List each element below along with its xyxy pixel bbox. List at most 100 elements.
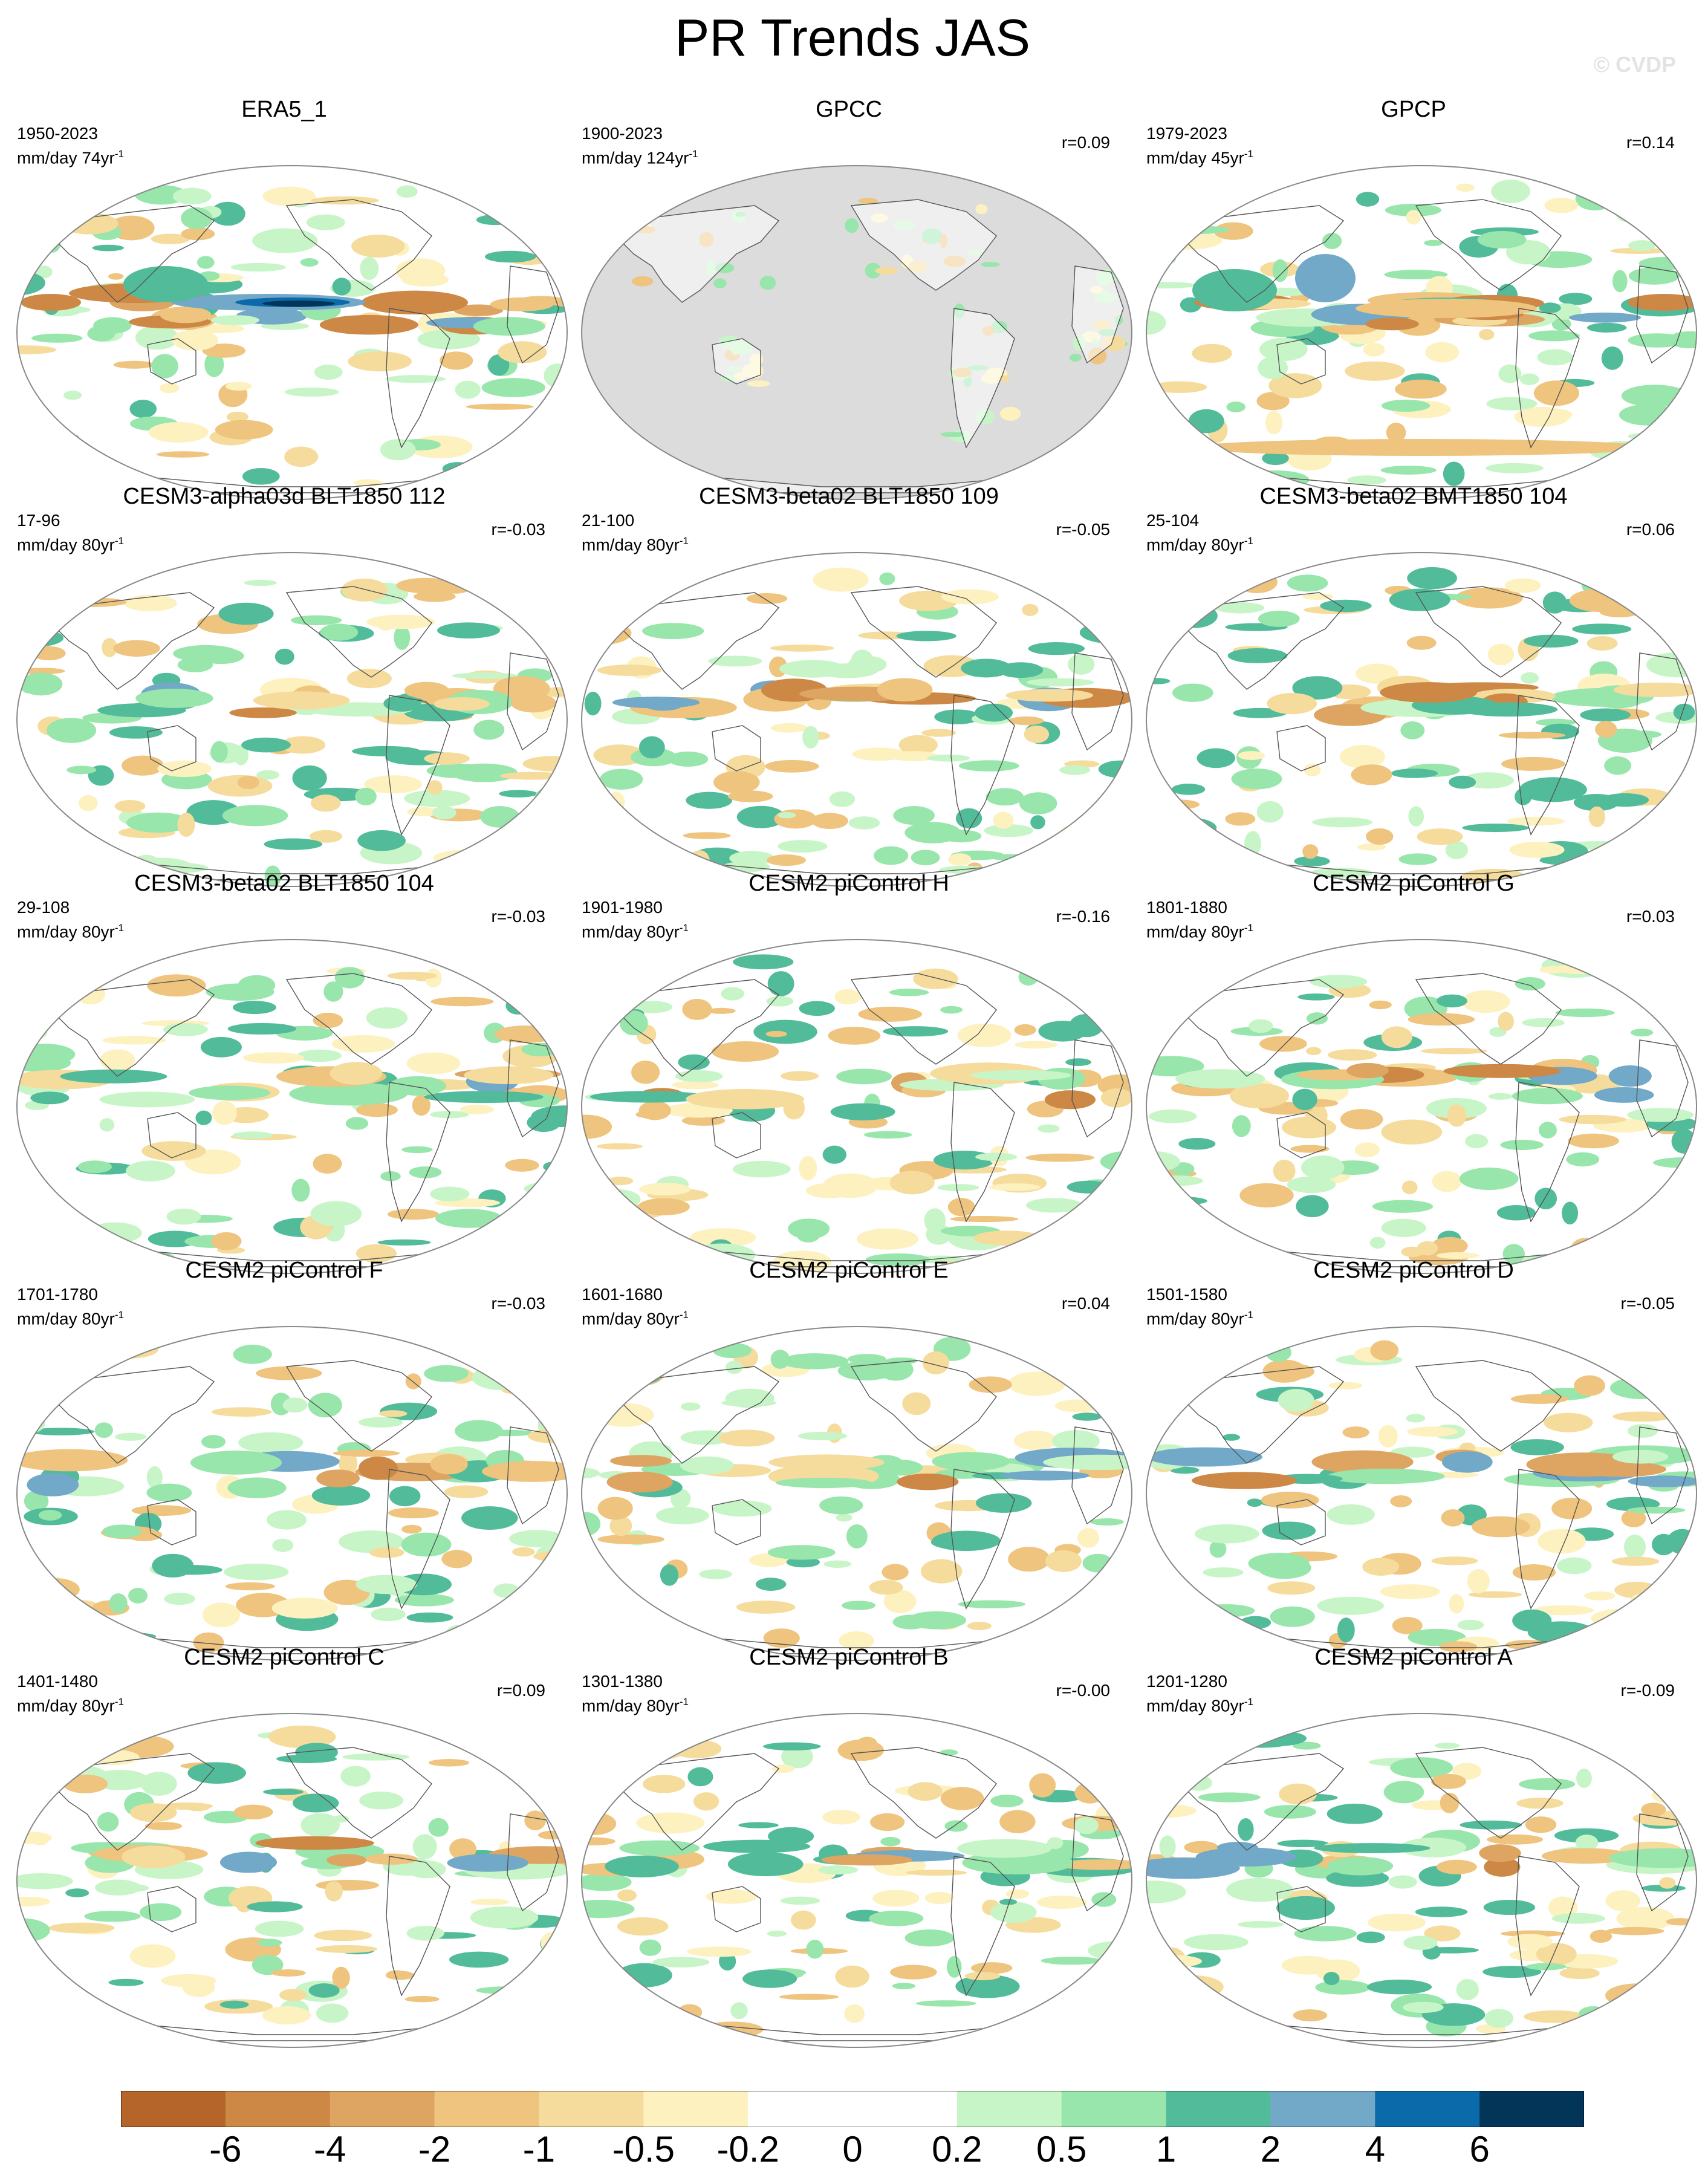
trend-patch <box>1096 2014 1132 2027</box>
coastline <box>50 205 215 303</box>
trend-patch <box>113 640 160 657</box>
trend-patch <box>449 1951 509 1968</box>
trend-patch <box>1627 1108 1694 1122</box>
trend-patch <box>1601 346 1623 370</box>
trend-patch <box>424 752 470 765</box>
panel-years: 29-108 <box>17 898 70 917</box>
trend-patch <box>896 631 956 642</box>
trend-patch <box>1663 445 1681 469</box>
trend-patch <box>836 1068 892 1085</box>
trend-patch <box>469 1625 503 1647</box>
trend-patch <box>1683 198 1697 221</box>
trend-patch <box>412 1834 437 1859</box>
trend-patch <box>451 1237 502 1257</box>
colorbar-swatch <box>434 2091 539 2127</box>
colorbar-tick-label: -1 <box>522 2129 556 2169</box>
trend-patch <box>765 759 819 773</box>
trend-patch <box>1654 217 1697 239</box>
trend-patch <box>227 1477 287 1498</box>
trend-patch <box>1175 1069 1265 1089</box>
colorbar-swatch <box>1270 2091 1375 2127</box>
trend-patch <box>605 1855 679 1877</box>
coastline <box>712 338 761 385</box>
trend-patch <box>1084 1617 1132 1630</box>
trend-patch <box>957 1023 1012 1047</box>
trend-patch <box>964 1972 1001 1981</box>
trend-patch <box>975 703 1013 722</box>
trend-patch <box>955 1974 1020 1998</box>
trend-patch <box>1432 1171 1462 1192</box>
trend-patch <box>1214 458 1247 479</box>
trend-patch <box>582 1559 608 1582</box>
trend-patch <box>975 204 988 215</box>
trend-patch <box>262 2006 311 2025</box>
trend-patch <box>524 1810 547 1830</box>
trend-patch <box>1044 1090 1096 1110</box>
trend-patch <box>63 391 82 400</box>
trend-patch <box>1520 672 1539 684</box>
trend-patch <box>1441 1451 1493 1473</box>
trend-patch <box>639 1939 661 1956</box>
trend-patch <box>1439 1641 1478 1653</box>
trend-patch <box>545 980 565 996</box>
map-panel: CESM2 piControl C 1401-1480 mm/day 80yr-1 r… <box>6 1645 568 2048</box>
trend-patch <box>1386 422 1406 443</box>
trend-patch <box>799 1155 817 1181</box>
trend-patch <box>316 1469 360 1487</box>
coastline <box>950 1082 1015 1223</box>
trend-patch <box>108 273 124 280</box>
trend-patch <box>922 1351 949 1375</box>
trend-patch <box>561 1955 567 1977</box>
coastline <box>1636 1426 1689 1525</box>
trend-patch <box>608 791 625 813</box>
trend-patch <box>280 736 326 754</box>
trend-patch <box>687 1767 713 1787</box>
trend-patch <box>21 294 81 311</box>
trend-patch <box>693 1792 719 1811</box>
trend-patch <box>1315 1980 1371 1995</box>
trend-patch <box>313 1154 342 1174</box>
trend-patch <box>869 1579 903 1595</box>
trend-patch <box>56 958 81 983</box>
trend-patch <box>472 1365 532 1391</box>
trend-patch <box>156 451 210 458</box>
trend-patch <box>778 840 828 853</box>
trend-patch <box>139 1903 182 1922</box>
colorbar-tick-label: 4 <box>1365 2129 1385 2169</box>
trend-patch <box>940 1749 958 1756</box>
trend-patch <box>1423 1946 1479 1954</box>
coastline <box>1179 1753 1345 1851</box>
trend-patch <box>1512 1564 1556 1581</box>
trend-patch <box>837 1740 884 1761</box>
trend-patch <box>848 1354 886 1364</box>
trend-patch <box>1537 349 1573 366</box>
coastline <box>285 586 432 678</box>
trend-patch <box>292 1793 339 1813</box>
trend-patch <box>1378 1425 1398 1448</box>
trend-patch <box>821 1854 913 1866</box>
coastline <box>614 979 780 1077</box>
trend-patch <box>1519 1778 1576 1790</box>
units-exponent: -1 <box>1244 1309 1253 1321</box>
trend-patch <box>1149 1584 1189 1598</box>
trend-patch <box>475 1986 541 1995</box>
pattern-correlation: r=0.06 <box>1626 520 1675 539</box>
trend-patch <box>1217 2024 1282 2033</box>
trend-patch <box>173 645 239 663</box>
trend-patch <box>1261 1492 1319 1509</box>
trend-patch <box>1381 1218 1426 1237</box>
trend-patch <box>1440 1792 1460 1813</box>
panel-title: CESM2 piControl E <box>749 1258 949 1283</box>
trend-patch <box>141 1141 206 1161</box>
trend-patch <box>893 806 935 825</box>
trend-patch <box>378 1410 408 1417</box>
trend-patch <box>703 1839 811 1853</box>
trend-patch <box>755 1578 787 1591</box>
map-panel: CESM2 piControl A 1201-1280 mm/day 80yr-1 r… <box>1135 1645 1698 2048</box>
trend-patch <box>848 816 880 830</box>
trend-patch <box>1671 1128 1697 1154</box>
trend-patch <box>1601 793 1649 807</box>
trend-patch <box>1609 1376 1672 1399</box>
trend-patch <box>1613 682 1697 698</box>
trend-patch <box>1417 828 1463 845</box>
